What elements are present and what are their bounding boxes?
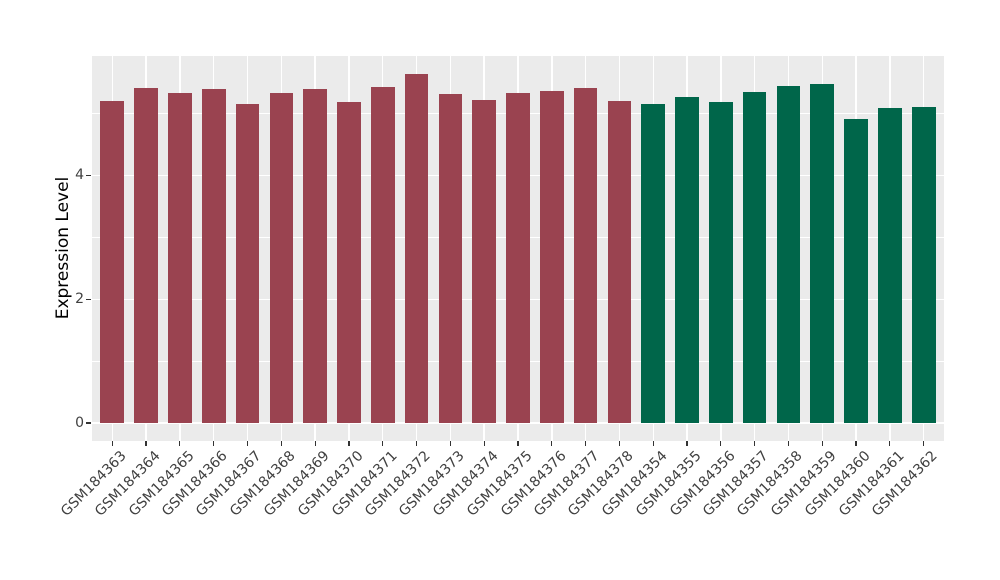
- x-axis-tick: [145, 441, 147, 446]
- x-axis-tick: [415, 441, 418, 446]
- x-axis-tick: [585, 441, 587, 446]
- x-axis-tick: [449, 441, 451, 446]
- x-axis-tick: [686, 441, 688, 446]
- y-axis-tick-label: 4: [75, 167, 84, 184]
- y-axis-tick-label: 2: [75, 291, 84, 308]
- x-axis-tick: [314, 441, 316, 446]
- y-axis-title: Expression Level: [53, 176, 73, 320]
- bar-GSM184363: [100, 100, 125, 424]
- x-axis-tick: [720, 441, 722, 446]
- bar-GSM184368: [269, 92, 294, 424]
- bar-GSM184366: [201, 89, 226, 424]
- x-axis-tick: [551, 441, 553, 446]
- bar-GSM184372: [404, 73, 429, 424]
- x-axis-tick: [855, 441, 857, 446]
- bar-GSM184361: [878, 107, 902, 424]
- x-axis-tick: [213, 441, 215, 446]
- x-axis-tick: [923, 441, 925, 446]
- bar-GSM184367: [235, 103, 260, 424]
- bar-GSM184377: [573, 88, 598, 424]
- bar-GSM184364: [134, 88, 158, 424]
- x-axis-tick: [382, 441, 384, 446]
- x-axis-tick: [652, 441, 654, 446]
- y-axis-tick: [86, 174, 91, 177]
- bar-GSM184374: [472, 99, 496, 424]
- bar-GSM184365: [168, 93, 192, 424]
- bar-GSM184362: [911, 107, 936, 424]
- x-axis-tick: [280, 441, 282, 446]
- bar-GSM184376: [539, 91, 564, 424]
- y-axis-tick-label: 0: [75, 415, 84, 432]
- bar-GSM184359: [810, 83, 835, 424]
- y-axis-tick: [86, 298, 91, 300]
- bar-GSM184354: [641, 103, 666, 424]
- bar-GSM184375: [506, 92, 530, 424]
- x-axis-tick: [889, 441, 891, 446]
- x-axis-tick: [754, 441, 756, 446]
- bar-GSM184371: [370, 86, 395, 424]
- x-axis-tick: [246, 441, 249, 446]
- bar-GSM184373: [438, 94, 463, 424]
- plot-panel: [92, 56, 944, 441]
- bar-GSM184357: [742, 91, 767, 424]
- y-axis-tick: [86, 422, 91, 424]
- bar-GSM184358: [776, 85, 801, 424]
- bar-GSM184360: [844, 119, 868, 424]
- x-axis-tick: [517, 441, 519, 446]
- x-axis-tick: [179, 441, 181, 446]
- bar-GSM184370: [337, 101, 361, 424]
- bar-GSM184369: [303, 88, 327, 424]
- x-axis-tick: [618, 441, 621, 446]
- bar-GSM184355: [675, 97, 699, 424]
- x-axis-tick: [483, 441, 485, 446]
- x-axis-tick: [787, 441, 790, 446]
- bar-GSM184356: [709, 102, 733, 424]
- bar-GSM184378: [607, 100, 632, 424]
- x-axis-tick: [111, 441, 113, 446]
- x-axis-tick: [821, 441, 823, 446]
- x-axis-tick: [348, 441, 350, 446]
